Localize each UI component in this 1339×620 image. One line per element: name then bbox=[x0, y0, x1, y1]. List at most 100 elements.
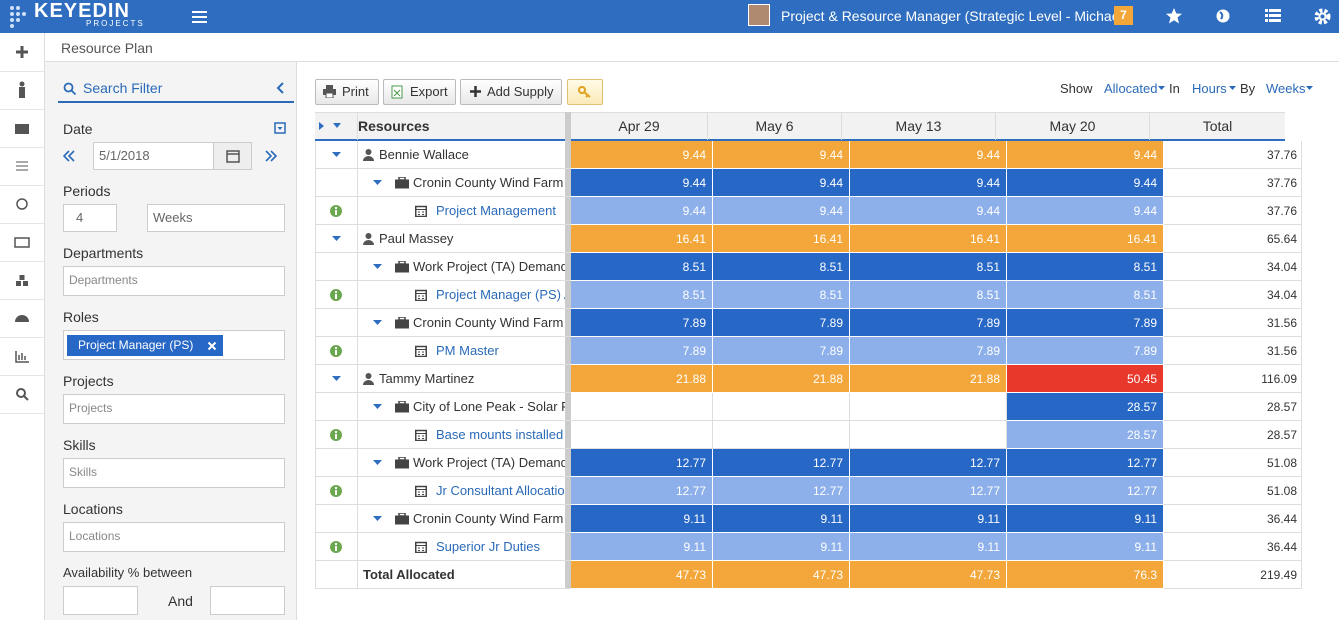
row-lead bbox=[357, 253, 358, 281]
periods-input[interactable]: 4 bbox=[63, 204, 117, 232]
badge[interactable]: 7 bbox=[1114, 6, 1133, 25]
nav-briefcase[interactable] bbox=[0, 109, 44, 148]
value-cell: 9.11 bbox=[713, 505, 850, 533]
logo-sub: PROJECTS bbox=[86, 19, 145, 28]
row-lead bbox=[357, 505, 358, 533]
task-label[interactable]: Base mounts installed bbox=[436, 427, 564, 442]
expand-all bbox=[319, 122, 345, 130]
row-lead bbox=[357, 477, 358, 505]
person-label: Bennie Wallace bbox=[379, 147, 469, 162]
nav-search[interactable] bbox=[0, 375, 44, 414]
total-cell: 31.56 bbox=[1266, 316, 1297, 330]
projects-input[interactable]: Projects bbox=[63, 394, 285, 424]
task-label[interactable]: Project Manager (PS) A bbox=[436, 287, 565, 302]
value-cell: 9.44 bbox=[1007, 141, 1164, 169]
value-cell: 12.77 bbox=[571, 477, 713, 505]
prev-period[interactable] bbox=[63, 150, 75, 162]
skills-input[interactable]: Skills bbox=[63, 458, 285, 488]
total-cell: 37.76 bbox=[1266, 204, 1297, 218]
locations-label: Locations bbox=[63, 501, 123, 517]
nav-sliders[interactable] bbox=[0, 147, 44, 186]
value-cell: 12.77 bbox=[1007, 477, 1164, 505]
settings-icon[interactable] bbox=[1314, 8, 1331, 25]
header-row bbox=[315, 112, 1285, 141]
filter-panel: Search Filter Date 5/1/2018 Periods 4 We… bbox=[45, 62, 297, 620]
roles-label: Roles bbox=[63, 309, 99, 325]
value-cell: 9.44 bbox=[850, 197, 1007, 225]
value-cell bbox=[713, 421, 850, 449]
collapse-icon[interactable] bbox=[275, 82, 285, 94]
project-label: City of Lone Peak - Solar Fie bbox=[413, 399, 565, 414]
total-cell: 65.64 bbox=[1266, 232, 1297, 246]
list-icon[interactable] bbox=[1265, 9, 1281, 23]
show-dropdown[interactable]: Allocated bbox=[1104, 81, 1158, 96]
value-cell: 9.44 bbox=[713, 197, 850, 225]
export-icon bbox=[391, 85, 403, 99]
nav-clock[interactable] bbox=[0, 185, 44, 224]
menu-icon[interactable] bbox=[192, 10, 208, 24]
star-icon[interactable] bbox=[1165, 7, 1183, 25]
value-cell: 12.77 bbox=[850, 449, 1007, 477]
value-cell: 12.77 bbox=[713, 449, 850, 477]
task-label[interactable]: PM Master bbox=[436, 343, 499, 358]
nav-cubes[interactable] bbox=[0, 261, 44, 300]
value-cell: 16.41 bbox=[850, 225, 1007, 253]
task-label[interactable]: Superior Jr Duties bbox=[436, 539, 541, 554]
filter-title: Search Filter bbox=[83, 80, 163, 96]
projects-label: Projects bbox=[63, 373, 114, 389]
row-lead bbox=[357, 197, 358, 225]
task-label[interactable]: Jr Consultant Allocatio bbox=[436, 483, 565, 498]
total-cell: 51.08 bbox=[1266, 484, 1297, 498]
info-icon bbox=[330, 541, 342, 553]
person-label: Paul Massey bbox=[379, 231, 454, 246]
date-label: Date bbox=[63, 121, 93, 137]
row-lead bbox=[357, 169, 358, 197]
task-icon bbox=[415, 205, 427, 217]
key-button[interactable] bbox=[567, 79, 603, 105]
nav-add[interactable] bbox=[0, 33, 44, 72]
value-cell: 8.51 bbox=[850, 253, 1007, 281]
skills-label: Skills bbox=[63, 437, 96, 453]
top-bar: KEYEDIN PROJECTS Project & Resource Mana… bbox=[0, 0, 1339, 33]
period-unit-select[interactable]: Weeks bbox=[147, 204, 285, 232]
value-cell: 9.11 bbox=[571, 505, 713, 533]
by-dropdown[interactable]: Weeks bbox=[1266, 81, 1306, 96]
value-cell: 9.44 bbox=[1007, 197, 1164, 225]
globe-icon[interactable] bbox=[1215, 8, 1231, 24]
nav-chart[interactable] bbox=[0, 337, 44, 376]
availability-min[interactable] bbox=[63, 586, 138, 615]
avatar[interactable] bbox=[748, 4, 770, 26]
calendar-button[interactable] bbox=[213, 142, 252, 170]
project-icon bbox=[395, 457, 409, 469]
nav-money[interactable] bbox=[0, 223, 44, 262]
value-cell: 8.51 bbox=[571, 253, 713, 281]
in-dropdown[interactable]: Hours bbox=[1192, 81, 1227, 96]
departments-label: Departments bbox=[63, 245, 144, 261]
value-cell: 7.89 bbox=[1007, 337, 1164, 365]
departments-input[interactable]: Departments bbox=[63, 266, 285, 296]
value-cell: 12.77 bbox=[850, 477, 1007, 505]
nav-dashboard[interactable] bbox=[0, 299, 44, 338]
date-toggle[interactable] bbox=[274, 122, 286, 134]
value-cell: 8.51 bbox=[713, 253, 850, 281]
row-lead bbox=[357, 141, 358, 169]
value-cell: 9.11 bbox=[1007, 533, 1164, 561]
row-lead bbox=[357, 449, 358, 477]
row-lead bbox=[357, 365, 358, 393]
person-icon bbox=[363, 233, 374, 245]
project-label: Work Project (TA) Demand bbox=[413, 259, 565, 274]
task-label[interactable]: Project Management bbox=[436, 203, 556, 218]
project-label: Cronin County Wind Farm ( bbox=[413, 315, 565, 330]
role-tag-remove[interactable] bbox=[207, 341, 217, 351]
project-icon bbox=[395, 401, 409, 413]
date-input[interactable]: 5/1/2018 bbox=[93, 142, 215, 170]
locations-input[interactable]: Locations bbox=[63, 522, 285, 552]
value-cell: 8.51 bbox=[1007, 253, 1164, 281]
divider bbox=[44, 61, 1339, 62]
column-header: Apr 29 bbox=[571, 112, 708, 140]
nav-person[interactable] bbox=[0, 71, 44, 110]
show-label: Show bbox=[1060, 81, 1093, 96]
value-cell: 47.73 bbox=[571, 561, 713, 589]
availability-max[interactable] bbox=[210, 586, 285, 615]
next-period[interactable] bbox=[265, 150, 277, 162]
